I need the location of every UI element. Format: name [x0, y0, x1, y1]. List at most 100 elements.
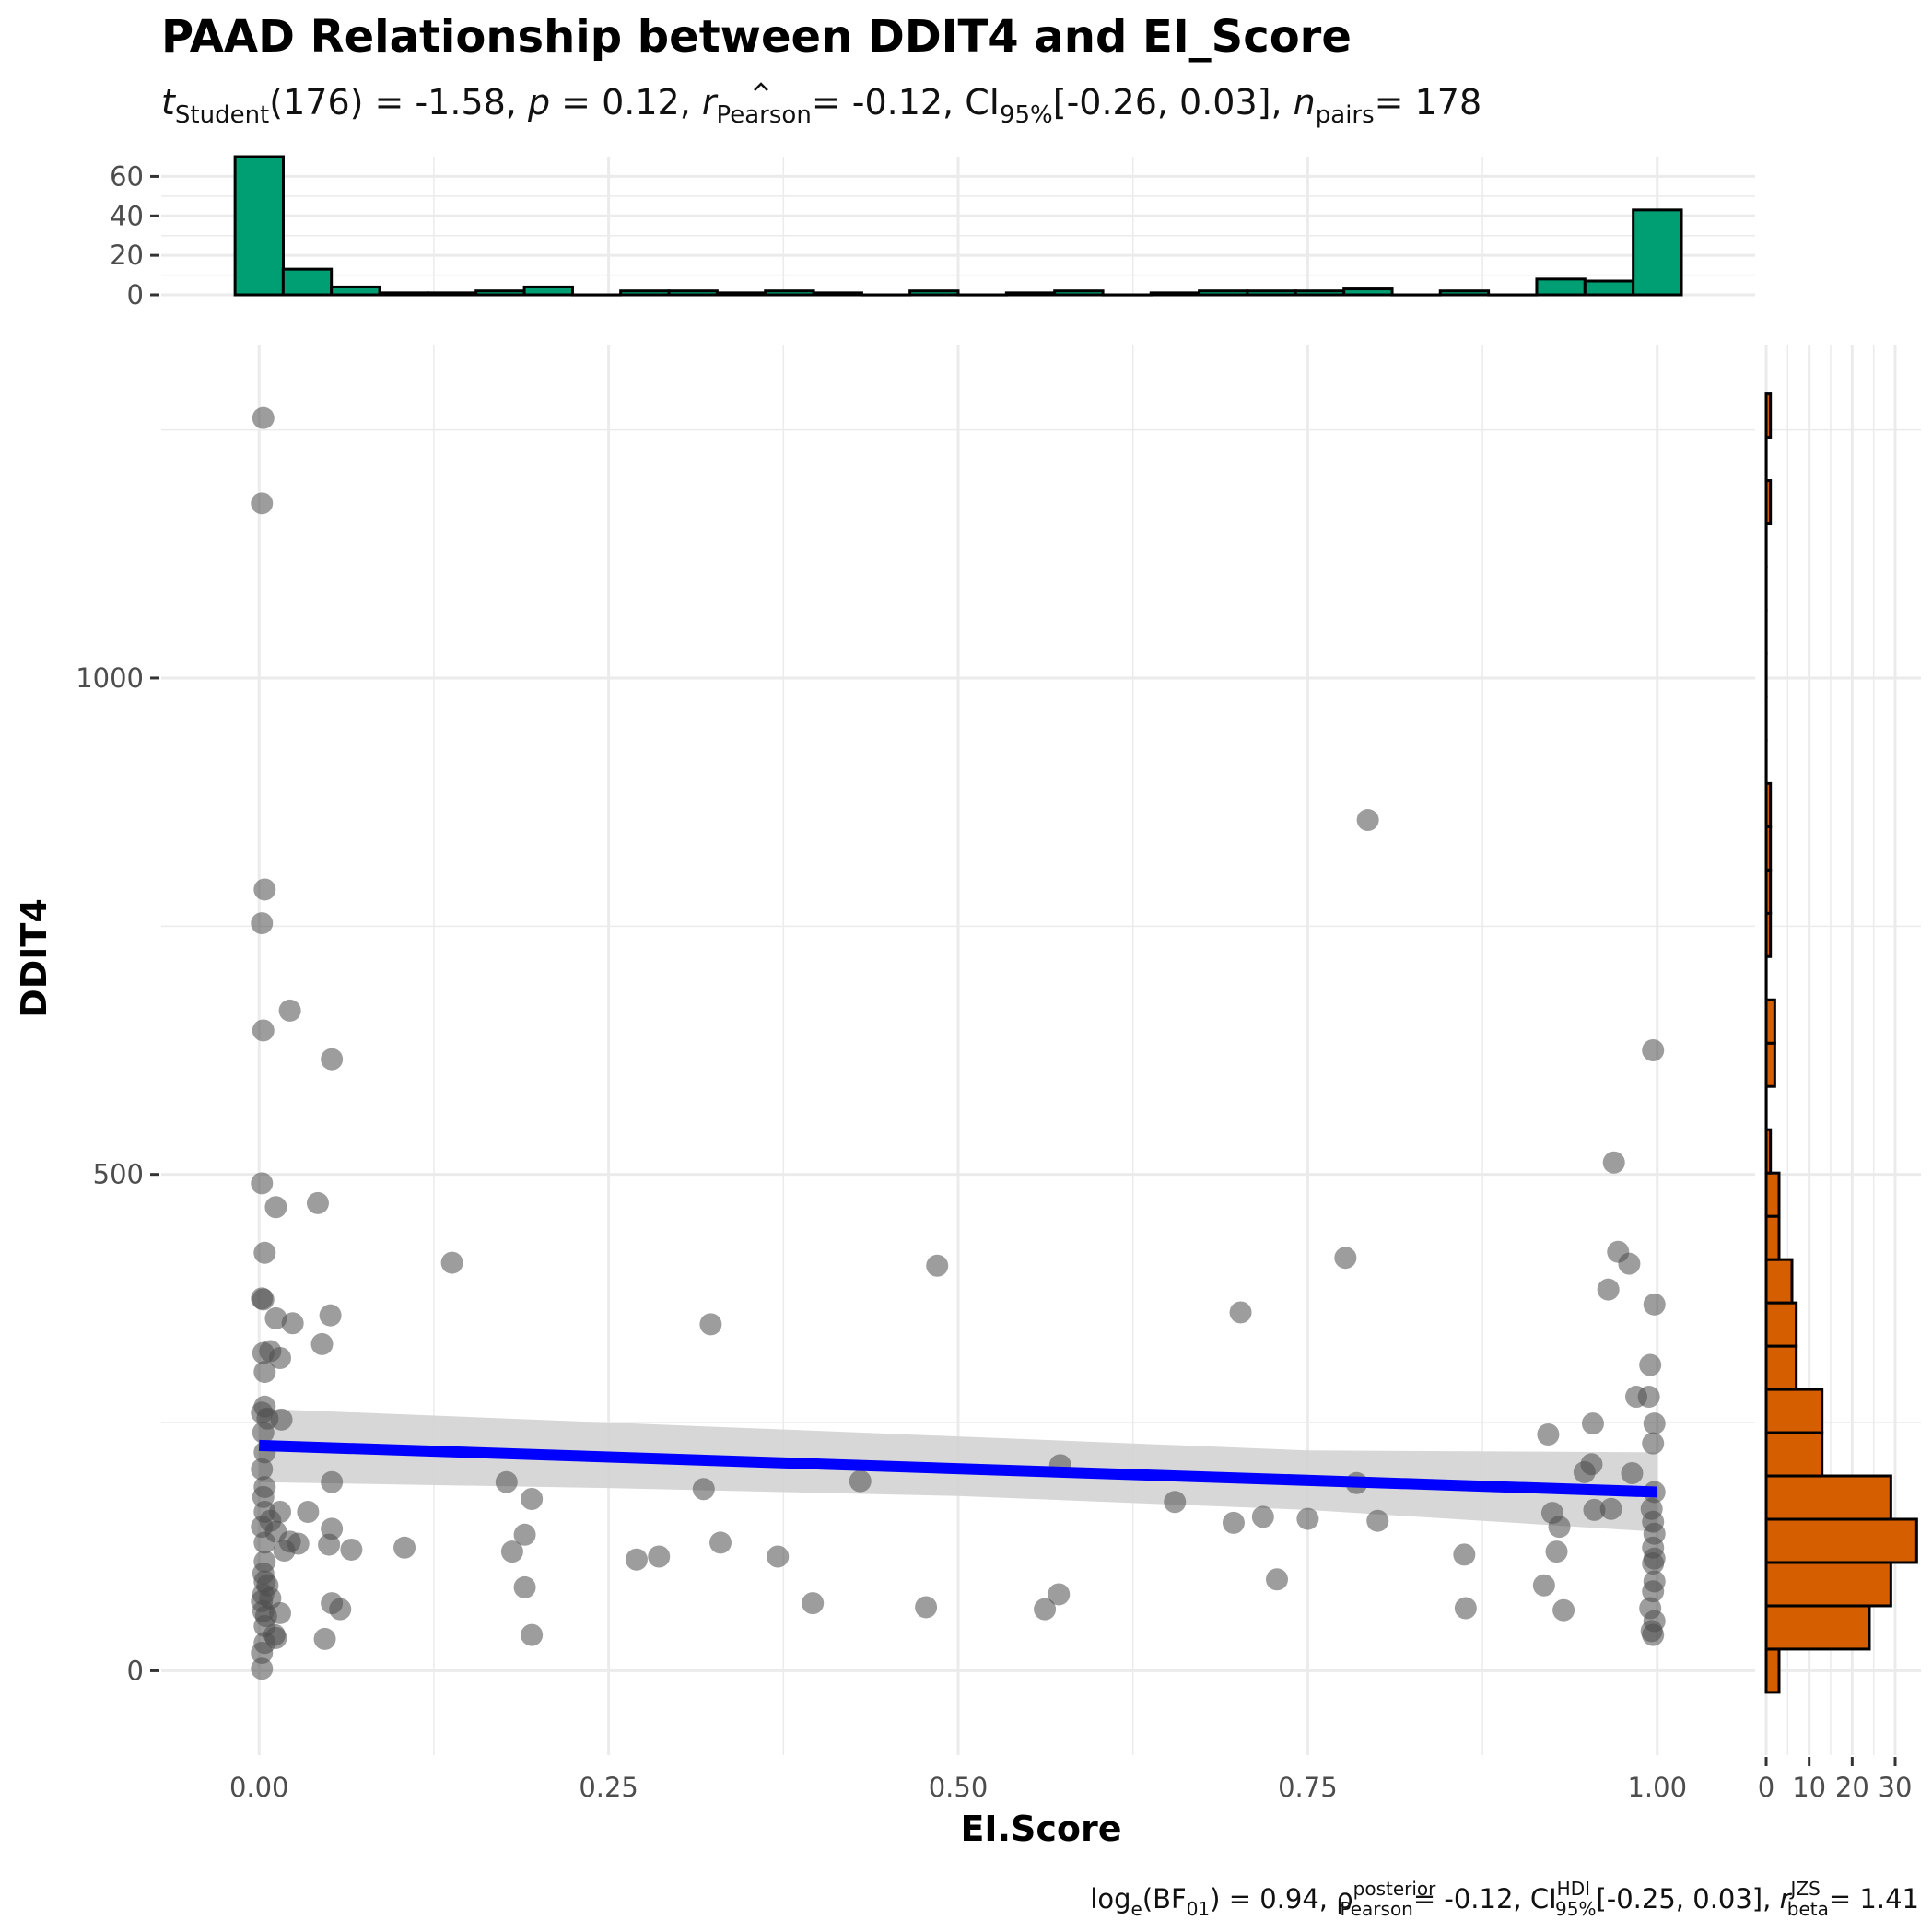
data-point — [513, 1575, 536, 1598]
data-point — [313, 1627, 336, 1650]
bf-open: (BF — [1142, 1883, 1187, 1914]
data-point — [767, 1545, 790, 1568]
n-value: = 178 — [1375, 82, 1481, 123]
data-point — [251, 492, 274, 515]
x-histogram-bar — [812, 291, 863, 297]
data-point — [1356, 809, 1379, 832]
data-point — [253, 878, 276, 901]
data-point — [1366, 1509, 1389, 1532]
y-tick-label: 1000 — [76, 662, 144, 694]
x-histogram-bar — [330, 285, 381, 297]
x-histogram-bar — [378, 291, 429, 297]
bf-sub: 01 — [1187, 1898, 1210, 1920]
data-point — [264, 1196, 287, 1219]
r-sup: JZS — [1789, 1878, 1821, 1900]
data-point — [268, 1347, 291, 1370]
data-point — [1642, 1623, 1665, 1646]
data-point — [310, 1332, 334, 1355]
x-histogram-tick-label: 40 — [110, 200, 144, 231]
r-sub: beta — [1787, 1898, 1829, 1920]
data-point — [1454, 1597, 1477, 1620]
r-sub: Pearson — [717, 101, 812, 129]
data-point — [1642, 1039, 1665, 1061]
x-histogram-bar — [474, 289, 526, 297]
y-histogram-bar — [1764, 1128, 1773, 1175]
ci-value: [-0.25, 0.03], — [1596, 1883, 1771, 1914]
data-point — [1222, 1511, 1245, 1534]
ci-sup: HDI — [1557, 1878, 1590, 1900]
data-point — [1266, 1568, 1288, 1591]
x-histogram-bar — [1342, 287, 1394, 297]
data-point — [1643, 1293, 1666, 1316]
y-histogram-bar — [1764, 1517, 1918, 1564]
data-point — [321, 1470, 344, 1493]
data-point — [1642, 1432, 1665, 1455]
data-point — [1164, 1491, 1187, 1514]
x-histogram-bar — [1149, 291, 1201, 297]
data-point — [1581, 1412, 1604, 1435]
x-histogram-bar — [715, 291, 767, 297]
y-histogram-tick-label: 20 — [1835, 1772, 1869, 1803]
main-scatter-panel: 0.00 0.25 0.50 0.75 1.00 0 500 1000 — [76, 345, 1755, 1803]
data-point — [926, 1254, 949, 1277]
data-point — [251, 1657, 274, 1680]
y-histogram-bar — [1764, 1301, 1798, 1348]
data-point — [1537, 1423, 1560, 1446]
x-histogram-bar — [1583, 279, 1635, 297]
x-histogram-bar — [764, 289, 815, 297]
data-point — [1637, 1386, 1660, 1409]
x-histogram-bar — [619, 289, 671, 297]
data-point — [306, 1191, 329, 1214]
rho-sub: Pearson — [1340, 1898, 1412, 1920]
data-point — [495, 1470, 518, 1493]
x-histogram-bar — [1004, 291, 1057, 297]
data-point — [329, 1598, 352, 1621]
y-histogram-bar — [1764, 392, 1773, 439]
data-point — [625, 1548, 648, 1571]
y-histogram-bar — [1764, 998, 1776, 1045]
data-point — [500, 1540, 523, 1563]
x-tick-label: 0.00 — [229, 1772, 289, 1803]
x-histogram-tick-label: 60 — [110, 160, 144, 192]
x-histogram-bar — [1053, 289, 1105, 297]
y-histogram-tick-label: 0 — [1758, 1772, 1774, 1803]
data-point — [1580, 1453, 1603, 1476]
chart-title: PAAD Relationship between DDIT4 and EI_S… — [161, 11, 1352, 63]
data-point — [1602, 1151, 1625, 1174]
data-point — [1229, 1301, 1252, 1324]
t-sub: Student — [175, 101, 269, 129]
rho-sup: posterior — [1353, 1878, 1437, 1900]
x-marginal-histogram: 0 20 40 60 — [110, 155, 1755, 310]
y-axis-title: DDIT4 — [14, 898, 54, 1018]
r-value: = -0.12, CI — [812, 82, 1000, 123]
data-point — [648, 1545, 671, 1568]
data-point — [273, 1540, 296, 1563]
data-point — [251, 1458, 274, 1481]
p-value: = 0.12, — [561, 82, 691, 123]
y-histogram-bar — [1764, 1171, 1781, 1218]
ci-sub: 95% — [1555, 1898, 1596, 1920]
data-point — [251, 912, 274, 935]
x-histogram-tick-label: 20 — [110, 240, 144, 271]
data-point — [1532, 1574, 1555, 1597]
rho-label: ρ — [1336, 1883, 1352, 1914]
n-sub: pairs — [1316, 101, 1375, 129]
data-point — [849, 1469, 872, 1493]
data-point — [264, 1306, 287, 1329]
y-histogram-bar — [1764, 479, 1773, 526]
y-histogram-bar — [1764, 1041, 1776, 1088]
data-point — [1643, 1412, 1666, 1435]
data-point — [264, 1626, 287, 1649]
data-point — [1296, 1507, 1319, 1530]
x-histogram-bar — [522, 285, 574, 297]
data-point — [318, 1533, 341, 1556]
data-point — [1251, 1505, 1274, 1528]
data-point — [268, 1601, 291, 1624]
y-histogram-bar — [1764, 1388, 1824, 1434]
data-point — [393, 1536, 416, 1559]
data-point — [1545, 1540, 1568, 1563]
y-histogram-bar — [1764, 1214, 1781, 1261]
y-tick-label: 0 — [127, 1655, 144, 1686]
data-point — [1453, 1543, 1476, 1566]
